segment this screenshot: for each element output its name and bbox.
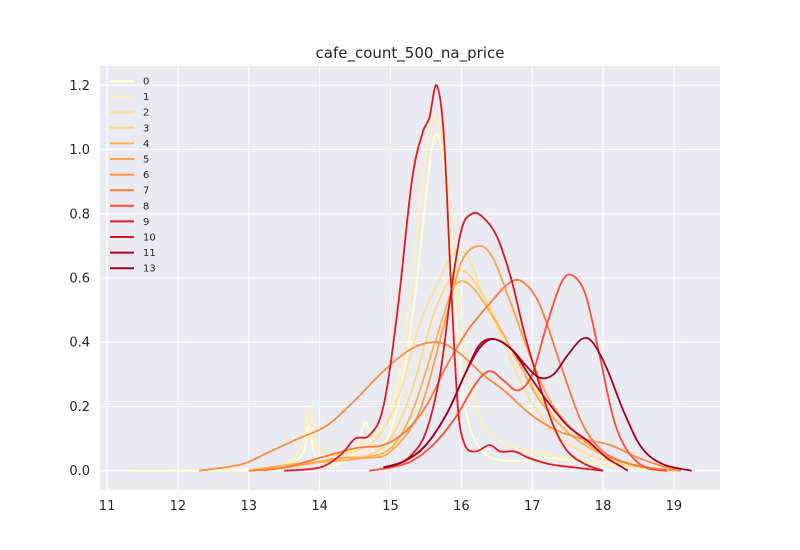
y-tick-label: 0.2: [69, 400, 90, 415]
legend-label: 6: [143, 170, 149, 181]
series-line-4: [248, 280, 675, 472]
series-lines: [124, 84, 692, 472]
series-line-8: [369, 273, 668, 472]
series-line-6: [199, 341, 682, 472]
x-tick-label: 19: [666, 499, 683, 514]
legend-label: 4: [143, 139, 149, 150]
legend: 0 1 2 3 4 5 6 7 8 9 10 11 13: [110, 77, 156, 275]
legend-label: 11: [143, 248, 156, 259]
series-line-7: [248, 278, 668, 472]
y-tick-label: 0.8: [69, 207, 90, 222]
tick-labels: 11 12 13 14 15 16 17 18 190.00.20.40.60.81.01.2: [69, 79, 682, 514]
series-line-5: [262, 244, 682, 472]
grid-lines: [100, 66, 720, 490]
x-tick-label: 18: [595, 499, 612, 514]
x-tick-label: 15: [382, 499, 399, 514]
y-tick-label: 1.0: [69, 143, 90, 158]
legend-label: 7: [143, 186, 149, 197]
series-line-2: [248, 250, 668, 472]
legend-label: 5: [143, 155, 149, 166]
y-tick-label: 1.2: [69, 79, 90, 94]
y-tick-label: 0.0: [69, 464, 90, 479]
x-tick-label: 13: [241, 499, 258, 514]
x-tick-label: 14: [311, 499, 328, 514]
y-tick-label: 0.6: [69, 272, 90, 287]
series-line-0: [124, 132, 674, 472]
x-tick-label: 11: [99, 499, 116, 514]
series-line-1: [248, 113, 674, 472]
legend-label: 9: [143, 217, 149, 228]
series-line-13: [383, 336, 692, 472]
legend-label: 10: [143, 233, 156, 244]
legend-label: 3: [143, 123, 149, 134]
chart-title: cafe_count_500_na_price: [316, 44, 505, 63]
series-line-10: [383, 211, 604, 472]
legend-label: 8: [143, 201, 149, 212]
x-tick-label: 16: [453, 499, 470, 514]
legend-label: 2: [143, 108, 149, 119]
x-tick-label: 12: [170, 499, 187, 514]
legend-label: 13: [143, 264, 156, 275]
series-line-9: [284, 84, 604, 472]
legend-label: 1: [143, 92, 149, 103]
legend-label: 0: [143, 77, 149, 88]
x-tick-label: 17: [524, 499, 541, 514]
y-tick-label: 0.4: [69, 336, 90, 351]
